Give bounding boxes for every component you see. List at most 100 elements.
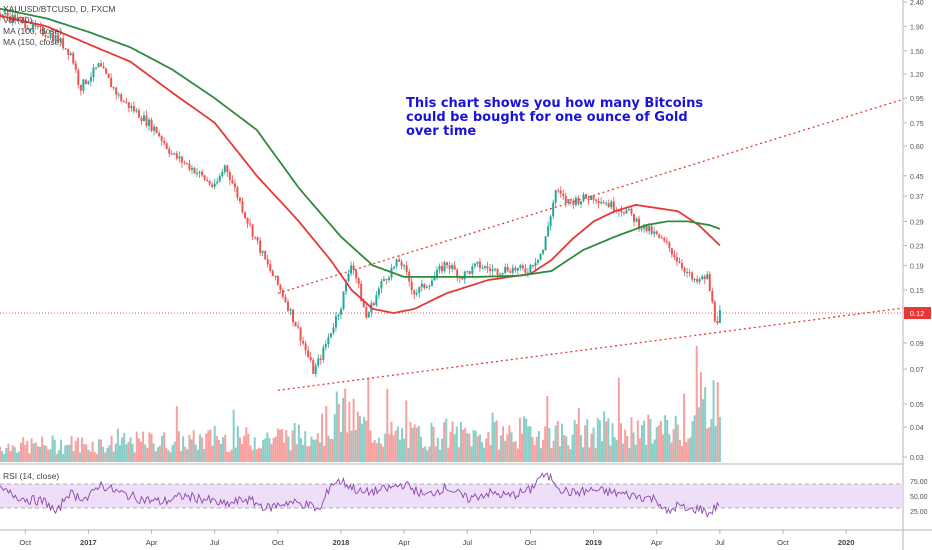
volume-bar — [655, 426, 658, 462]
candle-body — [299, 327, 302, 341]
legend-ma100: MA (100, close) — [3, 26, 63, 36]
volume-bar — [459, 421, 462, 462]
volume-bar — [567, 445, 570, 462]
candle-body — [521, 265, 524, 269]
volume-bar — [491, 412, 494, 462]
candle-body — [658, 234, 661, 238]
candle-body — [693, 279, 696, 281]
volume-bar — [588, 447, 591, 462]
candle-body — [544, 236, 547, 251]
volume-bar — [403, 438, 406, 462]
volume-bar — [504, 440, 507, 462]
candle-body — [405, 265, 408, 272]
candle-body — [514, 267, 517, 271]
volume-bar — [579, 435, 582, 462]
volume-bar — [295, 444, 298, 462]
volume-bar — [556, 421, 559, 462]
candle-body — [640, 228, 643, 230]
candle-body — [491, 269, 494, 271]
volume-bar — [335, 391, 338, 462]
volume-bar — [508, 425, 511, 462]
volume-bar — [228, 451, 231, 462]
volume-bar — [220, 443, 223, 462]
candle-body — [44, 34, 47, 37]
volume-bar — [689, 437, 692, 462]
y-tick-label: 0.09 — [910, 341, 924, 348]
volume-bar — [302, 444, 305, 462]
volume-bar — [310, 436, 313, 462]
candle-body — [57, 34, 60, 42]
volume-bar — [312, 439, 315, 462]
volume-bar — [125, 444, 128, 462]
candle-body — [216, 181, 219, 184]
candle-body — [201, 171, 204, 176]
candle-body — [117, 94, 120, 96]
volume-bar — [704, 387, 707, 462]
candle-body — [625, 209, 628, 214]
candle-body — [393, 266, 396, 269]
volume-bar — [325, 406, 328, 462]
candle-body — [448, 265, 451, 269]
volume-bar — [156, 447, 159, 462]
candle-body — [4, 12, 7, 15]
candle-body — [221, 171, 224, 177]
candle-body — [72, 53, 75, 64]
candle-body — [337, 314, 340, 317]
candle-body — [87, 81, 90, 84]
candle-body — [539, 253, 542, 260]
volume-bar — [436, 437, 439, 462]
volume-bar — [123, 432, 126, 462]
volume-bar — [85, 444, 88, 462]
volume-bar — [203, 448, 206, 462]
trendline-2 — [277, 307, 904, 391]
candle-body — [483, 266, 486, 268]
volume-bar — [640, 425, 643, 462]
candle-body — [329, 333, 332, 338]
candle-body — [178, 156, 181, 159]
volume-bar — [466, 433, 469, 462]
volume-bar — [114, 443, 117, 462]
y-tick-label: 1.50 — [910, 49, 924, 56]
volume-bar — [377, 437, 380, 462]
candle-body — [537, 259, 540, 263]
volume-bar — [411, 427, 414, 462]
volume-bar — [255, 449, 258, 462]
volume-bar — [683, 393, 686, 462]
volume-bar — [529, 426, 532, 462]
candle-body — [494, 269, 497, 271]
y-tick-label: 0.29 — [910, 219, 924, 226]
candle-body — [501, 272, 504, 275]
volume-bar — [476, 436, 479, 462]
volume-bar — [314, 439, 317, 462]
candle-body — [158, 132, 161, 137]
volume-bar — [186, 449, 189, 462]
volume-bar — [438, 449, 441, 462]
candle-body — [453, 265, 456, 270]
volume-bar — [76, 437, 79, 462]
candle-body — [506, 266, 509, 272]
volume-bar — [28, 453, 31, 462]
candle-body — [463, 271, 466, 280]
volume-bar — [344, 388, 347, 462]
candle-body — [92, 67, 95, 78]
candle-body — [446, 262, 449, 266]
candle-body — [228, 172, 231, 181]
candle-body — [127, 102, 130, 108]
volume-bar — [474, 430, 477, 462]
volume-bar — [470, 446, 473, 462]
y-tick-label: 0.05 — [910, 402, 924, 409]
volume-bar — [215, 435, 218, 462]
volume-bar — [62, 454, 65, 462]
candle-body — [610, 201, 613, 208]
volume-bar — [26, 440, 29, 462]
candle-body — [294, 322, 297, 327]
candle-body — [438, 266, 441, 270]
rsi-tick-label: 50.00 — [910, 494, 928, 501]
volume-bar — [531, 437, 534, 462]
volume-bar — [224, 434, 227, 462]
volume-bar — [382, 446, 385, 462]
candle-body — [302, 340, 305, 344]
volume-bar — [55, 453, 58, 462]
volume-bar — [643, 420, 646, 462]
volume-bar — [91, 441, 94, 462]
